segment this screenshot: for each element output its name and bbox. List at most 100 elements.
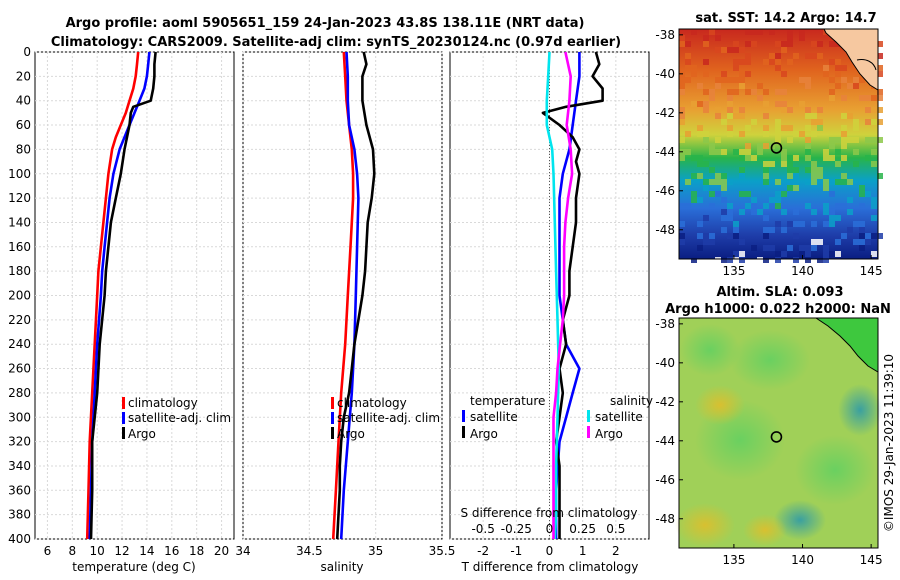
sst-cell: [685, 53, 691, 59]
s-tick-label: -0.25: [501, 522, 532, 536]
salinity-lines: [331, 51, 376, 540]
sst-cell: [709, 203, 715, 209]
sst-cell: [805, 203, 811, 209]
sst-cell: [859, 239, 865, 245]
sst-cell: [829, 209, 835, 215]
sst-cell: [793, 257, 799, 263]
sst-cell: [835, 137, 841, 143]
sst-cell: [745, 71, 751, 77]
sst-cell: [835, 71, 841, 77]
sst-cell: [781, 191, 787, 197]
legend-climatology: climatology: [128, 396, 198, 410]
sst-cell: [841, 125, 847, 131]
sst-cell: [877, 53, 883, 59]
temperature-xlabel: temperature (deg C): [72, 560, 195, 574]
sst-cell: [811, 239, 817, 245]
sst-cell: [865, 107, 871, 113]
sla-anomaly: [795, 435, 875, 505]
sst-cell: [871, 137, 877, 143]
sst-cell: [811, 167, 817, 173]
depth-tick-label: 300: [8, 410, 31, 424]
sst-cell: [787, 137, 793, 143]
sst-cell: [691, 155, 697, 161]
sst-cell: [865, 155, 871, 161]
sst-cell: [811, 41, 817, 47]
sst-cell: [739, 251, 745, 257]
sst-cell: [877, 65, 883, 71]
sst-cell: [703, 41, 709, 47]
map-x-tick-label: 135: [722, 553, 745, 567]
sst-cell: [697, 221, 703, 227]
sst-cell: [775, 191, 781, 197]
legend-s-satellite: satellite: [595, 410, 643, 424]
sst-cell: [697, 83, 703, 89]
sst-cell: [763, 245, 769, 251]
sst-cell: [787, 185, 793, 191]
sst-cell: [679, 77, 685, 83]
salinity-grid: [242, 51, 443, 540]
sst-cell: [781, 41, 787, 47]
sst-cell: [799, 77, 805, 83]
x-tick-label: 8: [68, 544, 76, 558]
sst-cell: [781, 125, 787, 131]
depth-tick-label: 200: [8, 289, 31, 303]
sst-cell: [841, 203, 847, 209]
sst-cell: [871, 203, 877, 209]
depth-tick-label: 20: [16, 69, 31, 83]
sst-cell: [715, 173, 721, 179]
sst-cell: [775, 59, 781, 65]
sst-cell: [715, 191, 721, 197]
sst-cell: [739, 71, 745, 77]
sst-cell: [775, 101, 781, 107]
sla-anomaly: [743, 514, 787, 546]
sst-cell: [703, 131, 709, 137]
sst-cell: [751, 245, 757, 251]
sst-cell: [847, 113, 853, 119]
sst-cell: [727, 47, 733, 53]
sst-cell: [709, 191, 715, 197]
sst-cell: [787, 173, 793, 179]
sst-cell: [859, 233, 865, 239]
depth-tick-label: 400: [8, 532, 31, 546]
x-tick-label: 12: [114, 544, 129, 558]
sst-cell: [775, 65, 781, 71]
sst-cell: [751, 209, 757, 215]
legend-temperature-title: temperature: [470, 394, 545, 408]
sst-cell: [739, 239, 745, 245]
sst-cell: [787, 35, 793, 41]
sst-map-title: sat. SST: 14.2 Argo: 14.7: [695, 11, 876, 26]
sst-cell: [823, 179, 829, 185]
depth-tick-label: 340: [8, 459, 31, 473]
sst-cell: [757, 83, 763, 89]
sst-cell: [697, 155, 703, 161]
salinity-xlabel: salinity: [320, 560, 363, 574]
sst-cell: [727, 257, 733, 263]
sst-cell: [721, 209, 727, 215]
sst-cell: [715, 83, 721, 89]
legend-marker-climatology: [122, 397, 125, 409]
sst-cell: [781, 107, 787, 113]
sst-cell: [715, 35, 721, 41]
sst-cell: [823, 221, 829, 227]
sst-cell: [709, 233, 715, 239]
sst-cell: [727, 89, 733, 95]
sst-cell: [721, 179, 727, 185]
difference-x-ticks: -2 -1 0 1 2: [477, 544, 619, 558]
sst-cell: [877, 95, 883, 101]
sst-cell: [769, 227, 775, 233]
sst-cell: [697, 245, 703, 251]
sst-cell: [709, 239, 715, 245]
sst-cell: [799, 131, 805, 137]
sst-cell: [799, 29, 805, 35]
sst-cell: [871, 197, 877, 203]
map-y-tick-label: -46: [655, 473, 675, 487]
sst-cell: [799, 35, 805, 41]
series-line-satellite-adj-clim: [88, 51, 151, 540]
sla-anomaly: [838, 384, 882, 436]
temperature-legend: climatology satellite-adj. clim Argo: [122, 396, 231, 441]
series-line-satellite-adj-clim: [339, 51, 360, 540]
map-x-tick-label: 145: [860, 264, 883, 278]
sst-cell: [727, 215, 733, 221]
sst-cell: [829, 191, 835, 197]
temperature-lines: [85, 51, 157, 540]
